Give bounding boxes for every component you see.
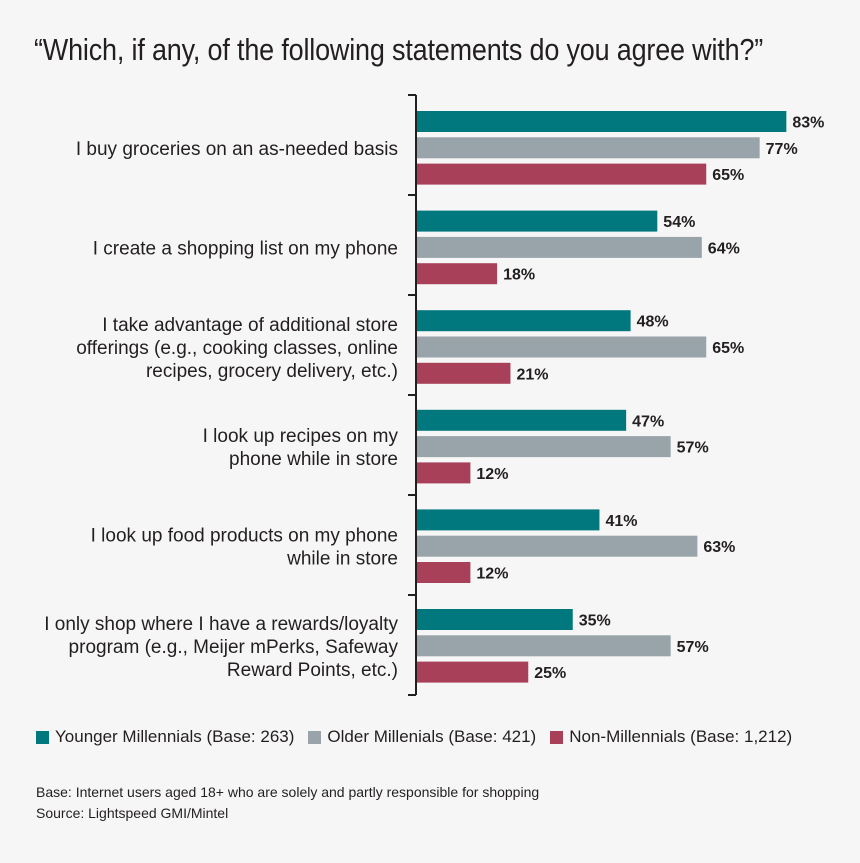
category-label-5-1: program (e.g., Meijer mPerks, Safeway <box>69 637 399 658</box>
bar-2-0 <box>417 310 631 332</box>
legend-swatch-older <box>308 730 322 744</box>
bar-1-2 <box>417 263 498 285</box>
value-label-5-2: 25% <box>534 665 566 682</box>
legend-label-non: Non-Millennials (Base: 1,212) <box>569 727 793 746</box>
chart-title: “Which, if any, of the following stateme… <box>34 32 764 67</box>
category-label-0-0: I buy groceries on an as-needed basis <box>76 139 398 160</box>
footnote-source: Source: Lightspeed GMI/Mintel <box>36 805 229 821</box>
category-label-5-0: I only shop where I have a rewards/loyal… <box>44 614 398 635</box>
category-label-3-0: I look up recipes on my <box>203 426 399 447</box>
category-label-4-1: while in store <box>286 549 398 570</box>
legend-label-younger: Younger Millennials (Base: 263) <box>55 727 295 746</box>
bar-3-1 <box>417 436 671 458</box>
value-label-0-0: 83% <box>792 115 824 132</box>
value-label-3-1: 57% <box>677 440 709 457</box>
value-label-5-1: 57% <box>677 639 709 656</box>
bar-5-1 <box>417 635 671 657</box>
value-label-3-0: 47% <box>632 413 664 430</box>
bar-3-2 <box>417 462 471 484</box>
legend-swatch-younger <box>36 730 49 744</box>
category-label-2-2: recipes, grocery delivery, etc.) <box>146 361 398 382</box>
value-label-5-0: 35% <box>579 613 611 630</box>
bar-1-1 <box>417 236 702 258</box>
value-label-4-1: 63% <box>703 539 735 556</box>
bar-0-2 <box>417 163 707 185</box>
bar-2-1 <box>417 336 707 358</box>
legend-swatch-non <box>550 730 564 744</box>
value-label-1-2: 18% <box>503 267 535 284</box>
category-label-5-2: Reward Points, etc.) <box>227 660 398 681</box>
bar-2-2 <box>417 362 511 384</box>
category-label-2-0: I take advantage of additional store <box>102 315 398 336</box>
bar-4-2 <box>417 562 471 583</box>
footnotes: Base: Internet users aged 18+ who are so… <box>36 782 539 824</box>
category-label-4-0: I look up food products on my phone <box>91 526 398 547</box>
category-label-2-1: offerings (e.g., cooking classes, online <box>76 338 398 359</box>
bar-0-0 <box>417 111 787 132</box>
bar-1-0 <box>417 210 658 232</box>
legend-item-older: Older Millenials (Base: 421) <box>308 727 536 747</box>
legend-item-younger: Younger Millennials (Base: 263) <box>36 727 294 747</box>
legend-item-non: Non-Millennials (Base: 1,212) <box>550 727 792 747</box>
value-label-3-2: 12% <box>476 466 508 483</box>
category-label-3-1: phone while in store <box>229 449 398 470</box>
value-label-1-1: 64% <box>708 240 740 257</box>
value-label-2-2: 21% <box>516 366 548 383</box>
bar-5-0 <box>417 609 573 630</box>
value-label-0-2: 65% <box>712 167 744 184</box>
legend-label-older: Older Millenials (Base: 421) <box>327 727 537 746</box>
legend: Younger Millennials (Base: 263) Older Mi… <box>36 727 836 747</box>
bar-3-0 <box>417 409 627 431</box>
footnote-base: Base: Internet users aged 18+ who are so… <box>36 784 540 800</box>
bar-5-2 <box>417 661 529 683</box>
value-label-4-2: 12% <box>476 566 508 583</box>
bar-4-1 <box>417 535 698 557</box>
value-label-1-0: 54% <box>663 214 695 231</box>
category-label-1-0: I create a shopping list on my phone <box>93 238 398 259</box>
value-label-4-0: 41% <box>605 513 637 530</box>
value-label-2-1: 65% <box>712 340 744 357</box>
bar-0-1 <box>417 137 760 159</box>
bar-chart: 83% 77% 65% I buy groceries on an as-needed… <box>44 94 824 696</box>
value-label-2-0: 48% <box>637 314 669 331</box>
value-label-0-1: 77% <box>766 141 798 158</box>
bar-4-0 <box>417 509 600 531</box>
